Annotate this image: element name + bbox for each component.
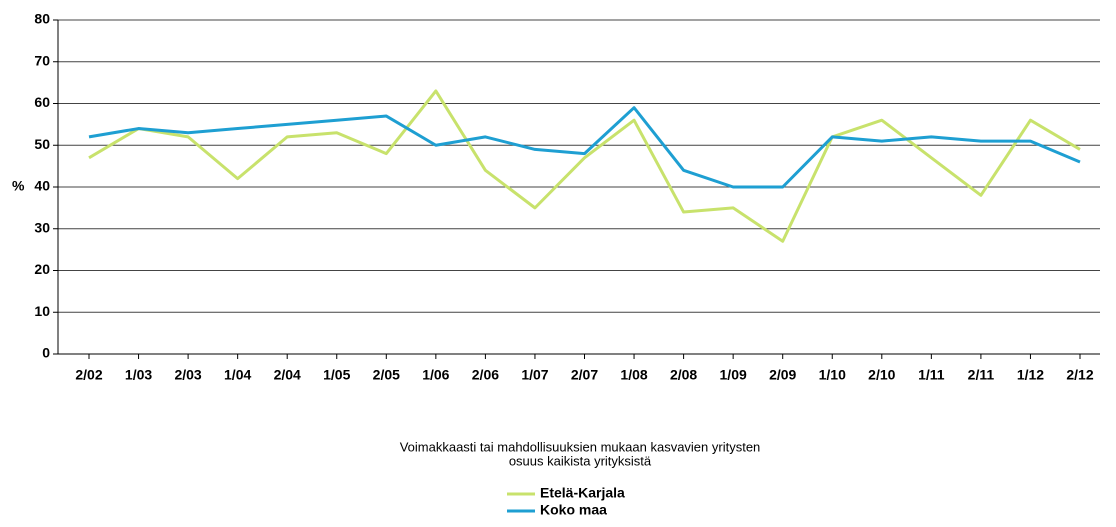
- series-line: [88, 89, 1081, 243]
- x-tick-label: 1/05: [323, 367, 350, 383]
- x-tick-label: 2/03: [174, 367, 201, 383]
- x-tick-label: 2/04: [274, 367, 301, 383]
- x-tick-label: 1/06: [422, 367, 449, 383]
- y-tick-label: 80: [34, 11, 50, 27]
- x-tick-label: 2/07: [571, 367, 598, 383]
- x-tick-label: 2/08: [670, 367, 697, 383]
- y-tick-label: 0: [42, 345, 50, 361]
- x-tick-label: 2/06: [472, 367, 499, 383]
- y-tick-label: 10: [34, 303, 50, 319]
- caption: osuus kaikista yrityksistä: [509, 453, 652, 468]
- y-tick-label: 20: [34, 261, 50, 277]
- series-line: [88, 106, 1081, 189]
- x-tick-label: 1/09: [720, 367, 747, 383]
- x-tick-label: 1/12: [1017, 367, 1044, 383]
- x-tick-label: 1/07: [521, 367, 548, 383]
- x-tick-label: 2/02: [75, 367, 102, 383]
- legend-label: Koko maa: [540, 502, 607, 518]
- x-tick-label: 2/05: [373, 367, 400, 383]
- x-tick-label: 2/10: [868, 367, 895, 383]
- y-tick-label: 40: [34, 178, 50, 194]
- x-tick-label: 1/11: [918, 367, 945, 383]
- y-tick-label: 30: [34, 219, 50, 235]
- x-tick-label: 2/09: [769, 367, 796, 383]
- legend-label: Etelä-Karjala: [540, 485, 625, 501]
- y-tick-label: 70: [34, 52, 50, 68]
- x-tick-label: 2/11: [968, 367, 995, 383]
- y-axis-label: %: [12, 178, 25, 194]
- x-tick-label: 1/04: [224, 367, 251, 383]
- x-tick-label: 2/12: [1066, 367, 1093, 383]
- x-tick-label: 1/10: [819, 367, 846, 383]
- caption: Voimakkaasti tai mahdollisuuksien mukaan…: [400, 439, 761, 454]
- y-tick-label: 50: [34, 136, 50, 152]
- y-tick-label: 60: [34, 94, 50, 110]
- x-tick-label: 1/08: [620, 367, 647, 383]
- x-tick-label: 1/03: [125, 367, 152, 383]
